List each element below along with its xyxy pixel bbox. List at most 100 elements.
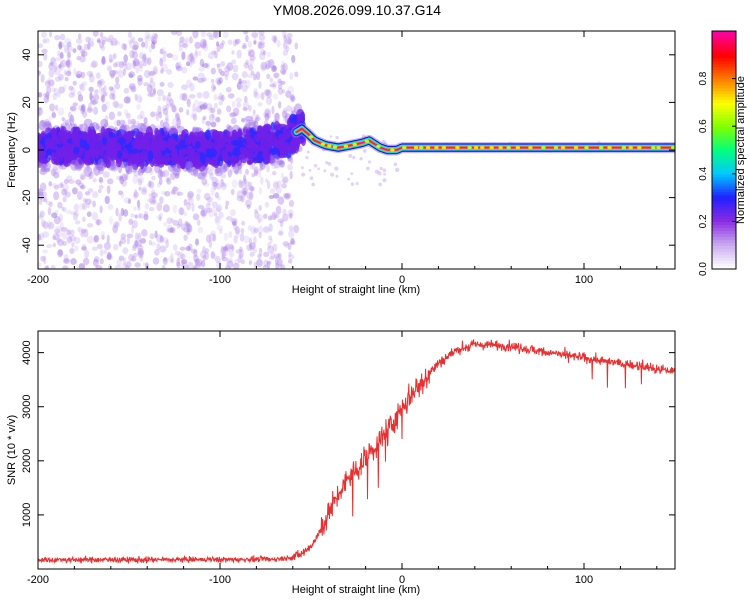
noise-blob [262, 264, 270, 269]
noise-blob [176, 190, 180, 197]
noise-blob [254, 118, 259, 124]
noise-blob [59, 53, 64, 60]
band-blob [123, 161, 129, 169]
noise-blob [63, 257, 71, 263]
noise-blob [88, 102, 92, 112]
gap-dot [309, 176, 314, 181]
noise-blob [234, 38, 241, 44]
noise-blob [126, 237, 131, 245]
band-blob [196, 131, 205, 140]
colorbar-segment [712, 66, 736, 71]
noise-blob [38, 70, 42, 75]
noise-blob [62, 206, 67, 213]
noise-blob [42, 231, 50, 238]
gap-dot [378, 182, 383, 187]
noise-blob [162, 169, 170, 178]
noise-blob [78, 33, 82, 40]
noise-blob [185, 222, 191, 228]
noise-blob [242, 178, 246, 186]
noise-blob [251, 161, 256, 171]
noise-blob [121, 61, 127, 66]
noise-blob [123, 54, 128, 63]
noise-blob [175, 61, 182, 69]
noise-blob [132, 245, 137, 252]
track-hotspot [402, 146, 407, 150]
noise-blob [266, 180, 271, 190]
track-hotspot [607, 146, 612, 150]
noise-blob [288, 199, 295, 208]
noise-blob [276, 39, 281, 48]
noise-blob [242, 107, 248, 112]
noise-blob [130, 121, 137, 126]
noise-blob [142, 61, 147, 67]
noise-blob [258, 81, 262, 89]
noise-blob [69, 211, 76, 216]
noise-blob [267, 241, 272, 249]
noise-blob [271, 34, 278, 42]
noise-blob [144, 40, 149, 49]
gap-dot [377, 171, 382, 176]
noise-blob [100, 57, 106, 66]
band-blob [204, 129, 211, 140]
noise-blob [69, 105, 77, 112]
band-blob [215, 133, 222, 143]
x-tick-label: -100 [209, 274, 231, 286]
noise-blob [150, 199, 157, 205]
noise-blob [221, 250, 227, 259]
band-blob [223, 163, 229, 172]
noise-blob [142, 262, 146, 267]
noise-blob [93, 256, 100, 263]
noise-blob [129, 87, 136, 93]
noise-blob [176, 257, 181, 267]
noise-blob [96, 37, 101, 43]
noise-blob [159, 245, 167, 253]
x-tick-label: -200 [27, 274, 49, 286]
spectrogram-signal-track [290, 123, 675, 156]
noise-blob [249, 242, 256, 250]
noise-blob [221, 256, 229, 262]
noise-blob [154, 113, 160, 120]
noise-blob [236, 195, 244, 202]
noise-blob [289, 170, 293, 180]
noise-blob [167, 256, 175, 262]
band-blob [283, 124, 290, 131]
noise-blob [137, 239, 142, 248]
noise-blob [142, 186, 147, 193]
noise-blob [214, 216, 222, 226]
noise-blob [110, 40, 114, 46]
noise-blob [273, 253, 281, 259]
noise-blob [97, 243, 103, 250]
noise-blob [290, 238, 295, 245]
noise-blob [70, 258, 77, 265]
noise-blob [132, 122, 137, 129]
band-blob [110, 161, 119, 172]
noise-blob [68, 248, 75, 254]
noise-blob [248, 58, 255, 66]
noise-blob [220, 182, 228, 188]
noise-blob [123, 43, 127, 51]
noise-blob [140, 168, 145, 174]
noise-blob [65, 209, 72, 214]
noise-blob [246, 191, 253, 200]
noise-blob [169, 226, 176, 234]
colorbar-segment [712, 194, 736, 199]
noise-blob [249, 55, 256, 61]
band-blob [256, 151, 264, 164]
noise-blob [65, 59, 71, 68]
noise-blob [231, 50, 235, 55]
noise-blob [57, 107, 65, 116]
noise-blob [165, 113, 169, 122]
noise-blob [71, 242, 75, 247]
noise-blob [172, 186, 180, 192]
noise-blob [43, 52, 48, 61]
colorbar-segment [712, 96, 736, 101]
noise-blob [42, 221, 49, 230]
noise-blob [186, 201, 191, 211]
noise-blob [112, 62, 118, 68]
noise-blob [174, 112, 180, 119]
colorbar-gradient [712, 31, 736, 270]
gap-dot [359, 156, 363, 161]
noise-blob [287, 209, 294, 217]
noise-blob [215, 182, 222, 190]
noise-blob [108, 86, 114, 91]
